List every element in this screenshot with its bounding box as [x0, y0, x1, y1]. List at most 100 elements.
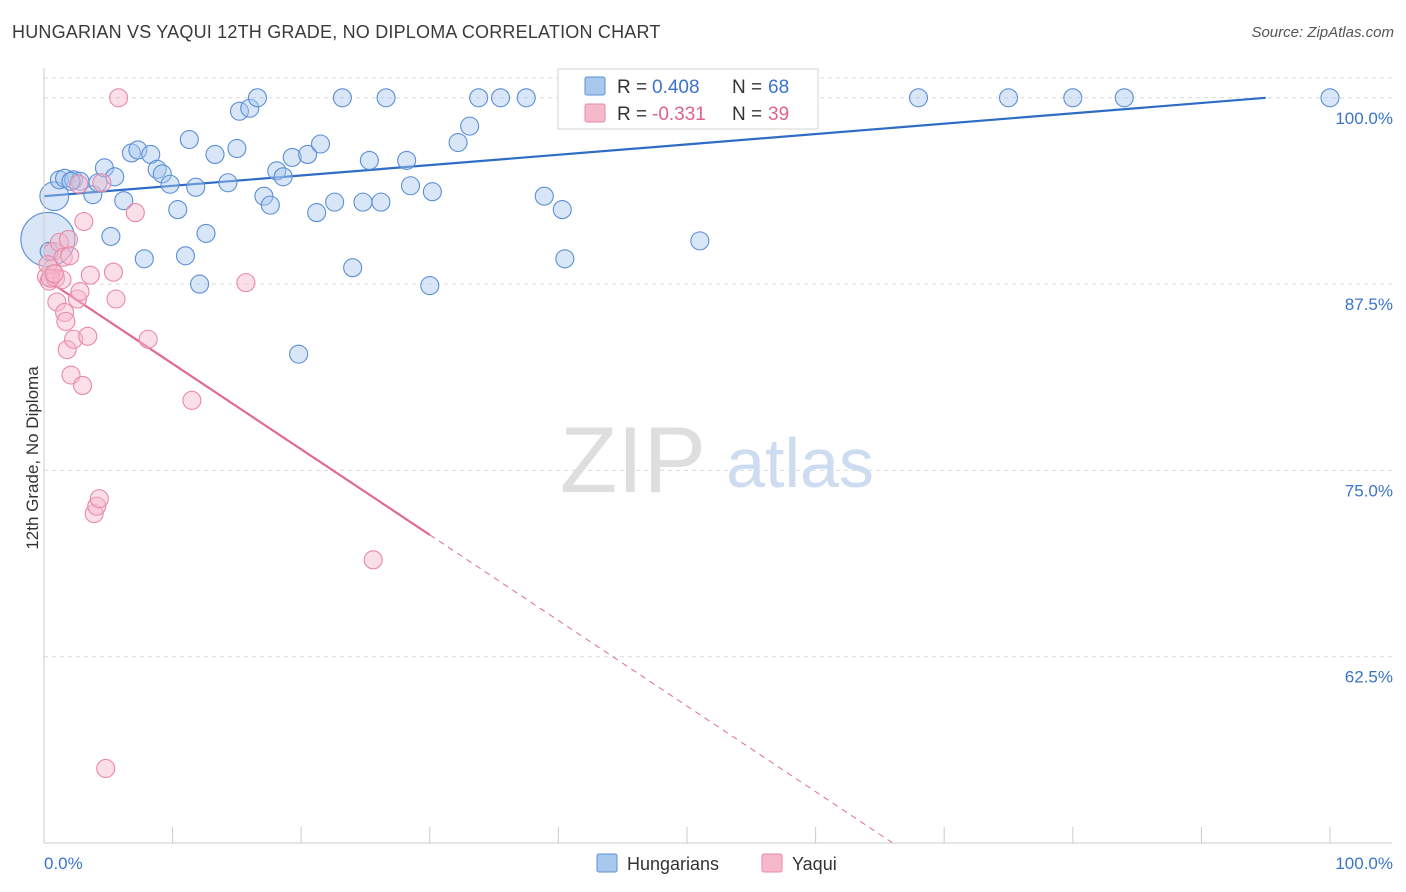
y-tick-label: 75.0% — [1345, 481, 1393, 500]
legend-n-value-2: 39 — [768, 104, 789, 125]
yaqui-point — [56, 311, 76, 331]
hungarian-point — [310, 134, 331, 154]
hungarian-point — [260, 195, 280, 215]
yaqui-point — [57, 340, 77, 360]
hungarian-point — [400, 176, 421, 196]
hungarian-point — [325, 192, 345, 212]
points-layer — [20, 88, 1340, 779]
hungarian-point — [376, 88, 396, 108]
legend-r-value-1: 0.408 — [652, 77, 700, 98]
x-tick-label: 0.0% — [44, 854, 83, 873]
hungarian-point — [186, 177, 206, 197]
legend-n-value-1: 68 — [768, 77, 789, 98]
hungarian-point — [175, 246, 196, 266]
hungarian-point — [218, 173, 238, 193]
yaqui-point — [74, 211, 94, 232]
hungarian-point — [205, 144, 225, 164]
yaqui-point — [60, 246, 80, 266]
hungarian-point — [908, 88, 929, 108]
hungarian-point — [343, 258, 363, 278]
x-tick-label: 100.0% — [1335, 854, 1393, 873]
legend-swatch-yaqui — [584, 103, 606, 123]
hungarian-point — [61, 171, 81, 191]
hungarian-point — [227, 138, 247, 159]
watermark-zip: ZIP — [560, 407, 706, 512]
bottom-legend: Hungarians Yaqui — [596, 853, 837, 874]
yaqui-point — [87, 496, 107, 516]
yaqui-point — [106, 289, 126, 309]
legend-swatch-hungarians — [584, 76, 606, 96]
watermark-atlas: atlas — [726, 424, 874, 502]
hungarian-point — [128, 140, 148, 160]
hungarian-point — [289, 344, 309, 364]
hungarian-point — [160, 174, 180, 194]
hungarian-point — [490, 88, 511, 108]
hungarian-point — [307, 203, 327, 223]
hungarian-point — [179, 129, 199, 150]
hungarian-point — [469, 88, 489, 108]
yaqui-point — [236, 273, 256, 293]
yaqui-point — [78, 326, 98, 346]
hungarian-point — [420, 276, 440, 296]
hungarian-point — [448, 132, 468, 153]
yaqui-point — [67, 289, 87, 309]
hungarian-point — [190, 274, 210, 294]
yaqui-point — [138, 329, 158, 349]
hungarian-point — [555, 249, 575, 269]
axis-layer: 100.0% 87.5% 75.0% 62.5% 0.0% 100.0% — [43, 68, 1393, 873]
hungarian-point — [690, 231, 710, 251]
hungarian-point — [353, 192, 373, 212]
hungarian-point — [332, 88, 352, 108]
y-tick-label: 62.5% — [1345, 668, 1393, 687]
yaqui-point — [70, 282, 90, 302]
hungarian-point — [282, 147, 302, 167]
hungarian-point — [152, 164, 172, 184]
yaqui-point — [80, 265, 100, 285]
hungarian-point — [460, 116, 480, 136]
hungarian-point — [134, 249, 154, 269]
hungarian-point — [240, 98, 260, 118]
hungarian-point — [998, 88, 1019, 108]
yaqui-point — [92, 173, 112, 193]
trend-line-dashed-1 — [429, 534, 894, 844]
yaqui-point — [64, 329, 84, 349]
hungarian-point — [516, 88, 536, 108]
source-label: Source: ZipAtlas.com — [1251, 24, 1394, 41]
legend-r-label-2: R = — [617, 104, 647, 125]
yaqui-point — [182, 390, 202, 410]
trend-line-0 — [43, 96, 1266, 198]
hungarian-point — [534, 186, 554, 206]
yaqui-point — [47, 292, 67, 312]
hungarian-point — [1063, 88, 1083, 108]
yaqui-point — [125, 203, 145, 223]
watermark: ZIP atlas — [560, 407, 874, 512]
yaqui-point — [53, 247, 73, 267]
hungarian-point — [247, 88, 268, 108]
yaqui-point — [69, 174, 89, 194]
yaqui-point — [58, 229, 78, 249]
grid-layer — [44, 77, 1392, 658]
yaqui-point — [73, 375, 93, 396]
stats-legend: R = 0.408 N = 68 R = -0.331 N = 39 — [557, 68, 819, 130]
hungarian-point — [1114, 88, 1134, 108]
hungarian-point — [422, 182, 442, 202]
yaqui-point — [363, 550, 383, 570]
yaqui-point — [103, 262, 123, 282]
hungarian-point — [114, 191, 134, 211]
legend-n-label-1: N = — [732, 77, 762, 98]
y-tick-label: 100.0% — [1335, 109, 1393, 128]
yaqui-point — [84, 504, 104, 524]
trend-layer — [43, 96, 1266, 844]
yaqui-point — [109, 88, 129, 108]
hungarian-point — [552, 200, 572, 220]
hungarian-point — [371, 192, 391, 212]
chart-title: HUNGARIAN VS YAQUI 12TH GRADE, NO DIPLOM… — [12, 22, 661, 42]
hungarian-point — [359, 150, 379, 170]
yaqui-point — [89, 489, 109, 509]
bottom-legend-hungarians: Hungarians — [627, 854, 719, 874]
y-tick-label: 87.5% — [1345, 295, 1393, 314]
bottom-legend-yaqui: Yaqui — [792, 854, 837, 874]
hungarian-point — [397, 150, 417, 170]
hungarian-point — [101, 226, 121, 246]
